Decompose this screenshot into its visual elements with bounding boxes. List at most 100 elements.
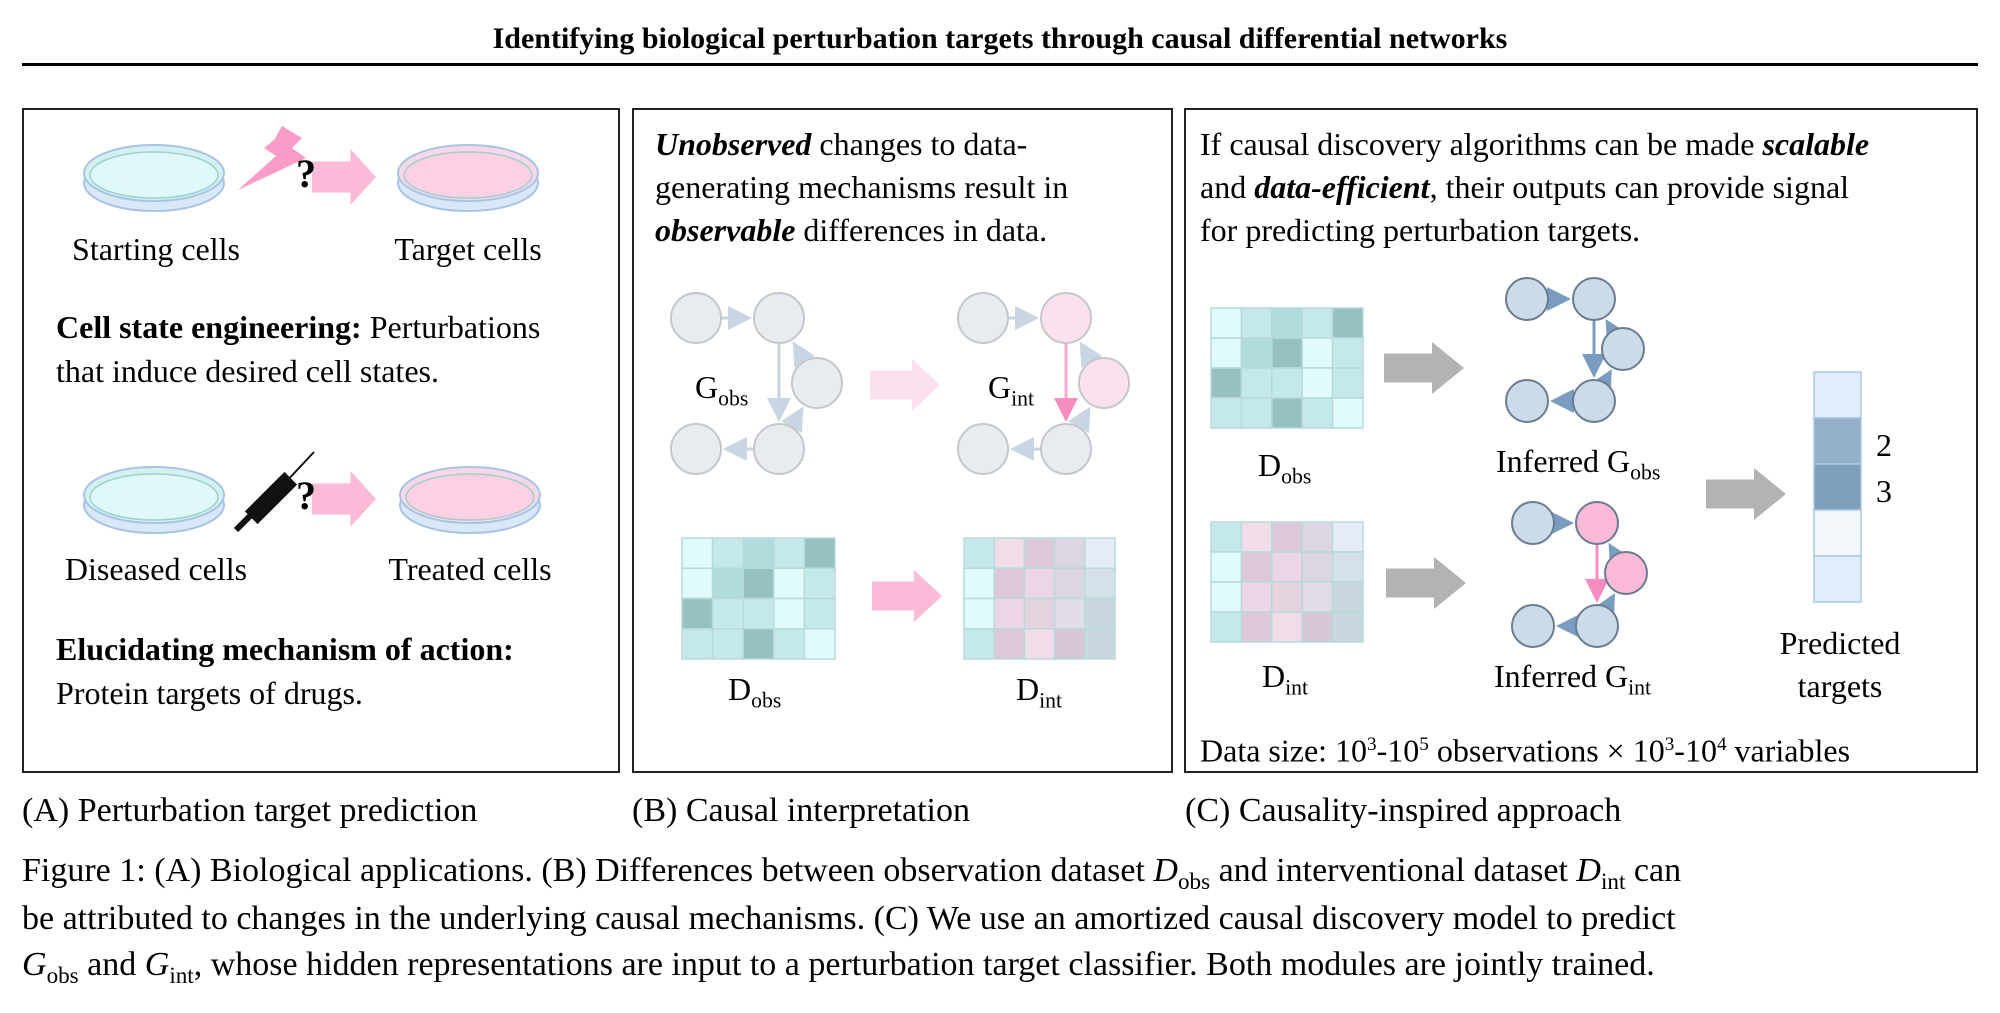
- panel-b-line3: observable differences in data.: [655, 209, 1047, 252]
- b-d-obs-grid-cell: [742, 628, 775, 660]
- panel-c-line3: for predicting perturbation targets.: [1200, 212, 1641, 248]
- inferred-g-obs-node-node: [1601, 327, 1645, 371]
- inferred-g-int-node-edge: [1608, 542, 1631, 570]
- text: Figure 1: (A) Biological applications. (…: [22, 852, 1154, 889]
- b-d-obs-grid-cell: [773, 567, 806, 600]
- inferred-g-int-node-edge: [1592, 593, 1615, 620]
- c-d-int-grid-cell: [1301, 581, 1334, 613]
- question-mark-1: ?: [296, 151, 316, 196]
- panel-c-line2: and data-efficient, their outputs can pr…: [1200, 166, 1849, 209]
- cell-state-engineering-text: Cell state engineering: Perturbations: [56, 306, 540, 349]
- text: int: [169, 963, 194, 990]
- panel-c: [1184, 108, 1978, 773]
- c-d-int-grid-cell: [1240, 551, 1273, 583]
- diseased-cells-dish-medium: [89, 473, 219, 521]
- target-index-3: 3: [1876, 473, 1892, 509]
- b-d-int-grid-cell: [963, 597, 995, 630]
- b-d-int-grid-cell: [1023, 537, 1056, 569]
- inferred-g-obs-node-node: [1572, 379, 1616, 423]
- text: D: [1258, 447, 1282, 483]
- c-d-obs-grid-cell: [1331, 397, 1364, 429]
- lightning-bolt-icon: [238, 126, 306, 190]
- panel-a-label: (A) Perturbation target prediction: [22, 792, 478, 829]
- text: int: [1628, 675, 1652, 700]
- graphs-to-targets-arrow: [1706, 468, 1786, 520]
- text: G: [144, 946, 170, 983]
- predicted-target-cell: [1813, 555, 1862, 603]
- b-d-int-grid-cell: [993, 628, 1026, 660]
- text: 5: [1419, 734, 1429, 755]
- text: 4: [1716, 734, 1727, 755]
- c-d-obs-grid-cell: [1210, 307, 1243, 339]
- c-d-obs-grid-cell: [1331, 307, 1364, 339]
- c-d-obs-label: Dobs: [1258, 444, 1311, 499]
- predicted-target-cell: [1813, 371, 1862, 419]
- text: obs: [46, 963, 79, 990]
- text: -10: [1376, 732, 1420, 769]
- inferred-g-int-node-node: [1575, 501, 1619, 545]
- c-d-obs-grid-cell: [1240, 307, 1273, 339]
- c-d-int-grid-cell: [1331, 611, 1364, 643]
- panel-b-line1: Unobserved changes to data-: [655, 123, 1027, 166]
- c-d-int-grid-cell: [1301, 551, 1334, 583]
- g-obs-node-node: [791, 357, 843, 409]
- g-obs-label: Gobs: [695, 366, 748, 421]
- text: D: [1153, 852, 1178, 889]
- data-size-text: Data size: 103-105 observations × 103-10…: [1200, 723, 1850, 773]
- c-d-int-grid-cell: [1271, 611, 1303, 643]
- title-rule: [22, 63, 1978, 66]
- target-index-2: 2: [1876, 427, 1892, 463]
- text: int: [1600, 869, 1626, 896]
- text: D: [1016, 671, 1040, 707]
- text: obs: [1630, 460, 1661, 485]
- g-int-node-node: [1040, 292, 1092, 344]
- syringe-plunger-icon: [233, 511, 255, 533]
- starting-cells-dish-medium: [89, 151, 219, 199]
- g-obs-node-node: [753, 423, 805, 475]
- text: and interventional dataset: [1210, 852, 1577, 889]
- panel-b-line2: generating mechanisms result in: [655, 169, 1069, 205]
- target-cells-dish-medium: [403, 151, 533, 199]
- b-d-int-grid-cell: [1053, 597, 1086, 630]
- b-d-int-grid-cell: [1084, 628, 1116, 660]
- mechanism-change-arrow: [870, 359, 940, 411]
- predicted-target-cell: [1813, 417, 1862, 465]
- g-int-label: Gint: [988, 366, 1034, 421]
- b-d-int-grid-cell: [963, 567, 995, 600]
- app1-text: Perturbations: [369, 309, 541, 345]
- b-d-obs-grid-cell: [803, 628, 836, 660]
- perturbation-arrow-1: [312, 149, 376, 205]
- text: 3: [1367, 734, 1377, 755]
- text: 3: [1664, 734, 1675, 755]
- unobserved-em: Unobserved: [655, 126, 812, 162]
- b-d-int-grid-cell: [1053, 567, 1086, 600]
- b-d-int-grid-cell: [963, 628, 995, 660]
- d-obs-label: Dobs: [728, 668, 781, 723]
- g-obs-node-edge: [781, 406, 804, 434]
- question-mark-2: ?: [296, 473, 316, 518]
- panel-a: [22, 108, 620, 773]
- g-int-node-node: [1078, 357, 1130, 409]
- b-d-obs-grid-cell: [711, 567, 744, 600]
- panel-c-line1: If causal discovery algorithms can be ma…: [1200, 123, 1869, 166]
- targets-label: targets: [1797, 668, 1883, 704]
- text: and: [1200, 169, 1247, 205]
- text: Data size: 10: [1200, 732, 1368, 769]
- c-d-obs-grid-cell: [1271, 397, 1303, 429]
- text: G: [988, 369, 1012, 405]
- text: int: [1285, 675, 1309, 700]
- treated-cells-label: Treated cells: [388, 551, 552, 587]
- diseased-cells-label: Diseased cells: [64, 551, 248, 587]
- predicted-target-cell: [1813, 463, 1862, 511]
- d-int-label: Dint: [1016, 668, 1062, 723]
- text: D: [728, 671, 752, 707]
- inferred-g-int-node-node: [1604, 551, 1648, 595]
- g-obs-node-node: [670, 423, 722, 475]
- c-d-int-grid-cell: [1301, 611, 1334, 643]
- text: variables: [1726, 732, 1851, 769]
- b-d-obs-grid-cell: [803, 537, 836, 569]
- app1-heading: Cell state engineering:: [56, 309, 362, 345]
- scalable-em: scalable: [1762, 126, 1870, 162]
- inferred-g-int-label: Inferred Gint: [1494, 655, 1651, 710]
- starting-cells-label: Starting cells: [72, 231, 240, 267]
